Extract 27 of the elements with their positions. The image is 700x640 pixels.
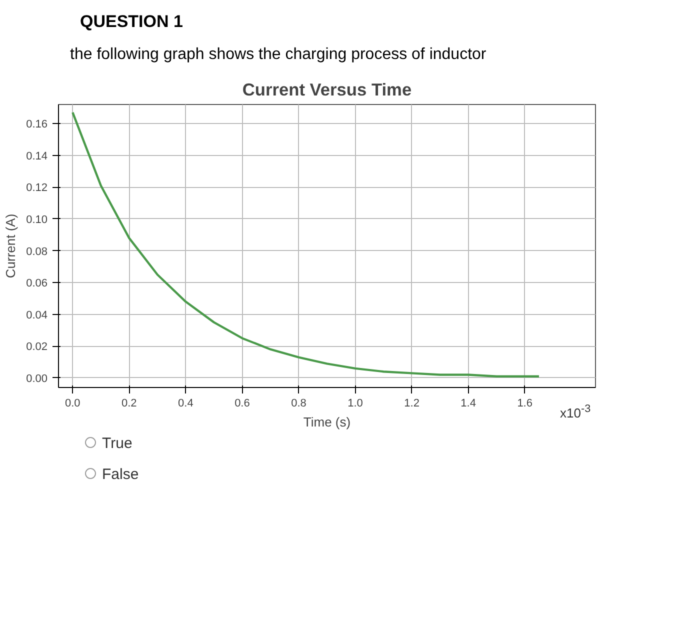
y-tick-label: 0.12 (26, 182, 48, 194)
y-tick-label: 0.08 (26, 246, 48, 258)
text: True (101, 434, 132, 454)
text: the following graph shows the charging process of inductor (70, 45, 486, 66)
text: QUESTION 1 (80, 12, 183, 31)
x-axis-title: Time (s) (303, 414, 351, 430)
text: False (101, 465, 139, 486)
y-tick-label: 0.10 (26, 214, 48, 226)
text: x10$^{-3}$ (560, 402, 591, 422)
y-tick-label: 0.02 (26, 341, 48, 354)
line-series (72, 111, 540, 378)
x-tick-label: 1.2 (404, 398, 420, 410)
x-tick-label: 0.4 (178, 398, 194, 410)
y-tick-label: 0.16 (26, 118, 48, 131)
x-tick-label: 1.4 (460, 398, 476, 410)
x-tick-label: 1.6 (517, 398, 532, 410)
y-tick-label: 0.04 (26, 309, 48, 322)
x-tick-label: 1.0 (348, 398, 363, 410)
chart-title: Current Versus Time (242, 80, 412, 100)
x-tick-label: 0.8 (291, 398, 306, 410)
y-tick-label: 0.06 (26, 278, 48, 290)
y-tick-label: 0.00 (26, 373, 48, 386)
y-tick-label: 0.14 (26, 150, 48, 162)
x-tick-label: 0.0 (64, 398, 80, 410)
x-tick-label: 0.6 (234, 398, 250, 410)
x-tick-label: 0.2 (122, 398, 137, 410)
y-axis-title: Current (A) (3, 214, 18, 278)
